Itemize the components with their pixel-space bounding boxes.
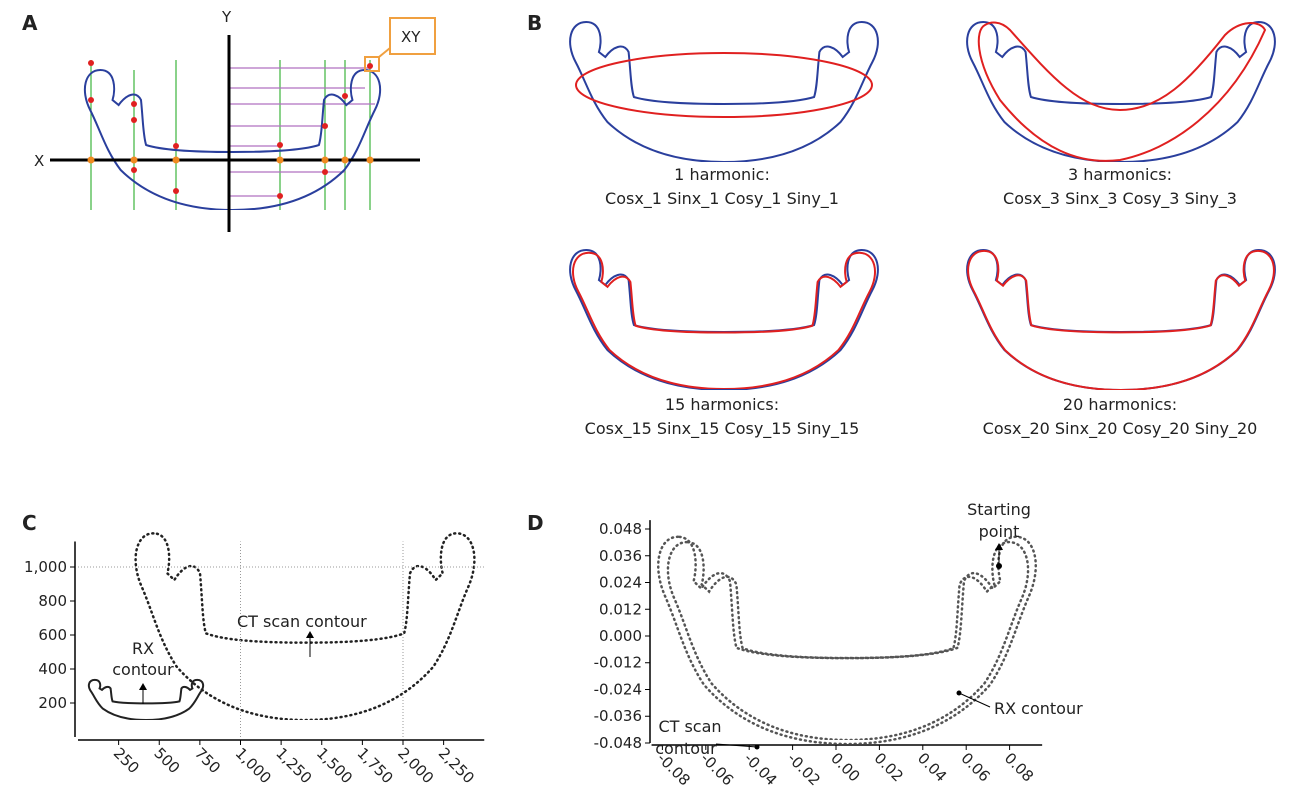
y-tick-label: 800 [38, 592, 67, 610]
panel-label: A [22, 11, 38, 35]
mandible-outline [966, 248, 1276, 390]
y-tick-label: 600 [38, 626, 67, 644]
rx-contour [656, 534, 1038, 744]
start-point [996, 563, 1002, 569]
x-tick-label: 500 [150, 744, 183, 777]
mandible-outline [569, 20, 879, 162]
arrow-head [995, 543, 1003, 550]
y-tick-label: 0.012 [599, 600, 642, 618]
x-tick-label: -0.04 [740, 749, 780, 789]
caption-coefficients: Cosx_20 Sinx_20 Cosy_20 Siny_20 [983, 419, 1258, 439]
rx-contour [88, 679, 204, 720]
x-tick-label: 1,500 [313, 744, 356, 787]
y-tick-label: 0.048 [599, 520, 642, 538]
panel-label: B [527, 11, 542, 35]
callout-label: XY [401, 28, 421, 46]
y-tick-label: -0.012 [594, 654, 642, 672]
x-tick-label: 0.08 [1001, 749, 1037, 785]
x-tick-label: -0.02 [784, 749, 824, 789]
annotation: CT scan [658, 717, 721, 736]
annotation: contour [655, 739, 717, 758]
axis-label: Y [221, 8, 232, 26]
y-tick-label: 200 [38, 694, 67, 712]
caption-coefficients: Cosx_1 Sinx_1 Cosy_1 Siny_1 [605, 189, 839, 209]
mandible-outline [83, 68, 382, 210]
y-tick-label: 0.000 [599, 627, 642, 645]
arrow-head [139, 683, 147, 690]
mandible-outline [569, 248, 879, 390]
harmonic-fit [977, 21, 1267, 162]
caption-title: 15 harmonics: [665, 395, 779, 414]
panel-c: C 250 500 750 1,0001,2501,5001,7502,0002,25… [22, 511, 485, 787]
axis-label: X [34, 152, 44, 170]
harmonic-fit [966, 249, 1276, 390]
panel-label: D [527, 511, 544, 535]
ct-contour [666, 540, 1030, 740]
panel-b: B 1 harmonic: Cosx_1 Sinx_1 Cosy_1 Siny_1… [527, 11, 1276, 439]
radius-lines [229, 67, 375, 197]
annotation: point [979, 522, 1020, 541]
y-tick-label: 0.024 [599, 574, 642, 592]
panel-a: A X Y XY [22, 8, 436, 232]
x-tick-label: 1,000 [232, 744, 275, 787]
x-tick-label: 750 [191, 744, 224, 777]
annotation: RX contour [994, 699, 1083, 718]
y-tick-label: 400 [38, 660, 67, 678]
panel-label: C [22, 511, 37, 535]
x-tick-label: 250 [110, 744, 143, 777]
caption-title: 3 harmonics: [1068, 165, 1172, 184]
x-tick-label: 2,000 [394, 744, 437, 787]
x-tick-label: 1,250 [272, 744, 315, 787]
caption-title: 1 harmonic: [674, 165, 770, 184]
callout-line [378, 47, 391, 58]
arrow [958, 692, 991, 708]
mandible-outline [966, 20, 1276, 162]
y-tick-label: -0.036 [594, 707, 642, 725]
x-tick-label: 0.06 [957, 749, 993, 785]
sample-lines [90, 60, 371, 210]
y-tick-label: -0.024 [594, 680, 642, 698]
x-tick-label: 2,250 [435, 744, 478, 787]
y-tick-label: -0.048 [594, 734, 642, 752]
arrow-head [306, 631, 314, 638]
annotation: contour [112, 660, 174, 679]
harmonic-fit [575, 52, 873, 118]
y-tick-label: 1,000 [24, 558, 67, 576]
caption-coefficients: Cosx_3 Sinx_3 Cosy_3 Siny_3 [1003, 189, 1237, 209]
y-tick-label: 0.036 [599, 547, 642, 565]
x-tick-label: 1,750 [354, 744, 397, 787]
zoom-box [364, 56, 380, 72]
harmonic-fit [571, 251, 877, 389]
x-tick-label: 0.04 [914, 749, 950, 785]
annotation: RX [132, 639, 154, 658]
axis-points [87, 156, 374, 164]
callout-box [389, 17, 436, 55]
captions: 1 harmonic: Cosx_1 Sinx_1 Cosy_1 Siny_1 3 … [585, 165, 1258, 439]
annotation: CT scan contour [237, 612, 367, 631]
contour-points [88, 60, 373, 199]
pointer [956, 690, 962, 696]
x-tick-label: 0.02 [871, 749, 907, 785]
x-tick-label: 0.00 [827, 749, 863, 785]
caption-title: 20 harmonics: [1063, 395, 1177, 414]
panel-d: D -0.08 -0.06 -0.04 -0.02 0.00 0.02 0.04 0.06 0.… [527, 500, 1083, 789]
annotation: Starting [967, 500, 1031, 519]
caption-coefficients: Cosx_15 Sinx_15 Cosy_15 Siny_15 [585, 419, 860, 439]
